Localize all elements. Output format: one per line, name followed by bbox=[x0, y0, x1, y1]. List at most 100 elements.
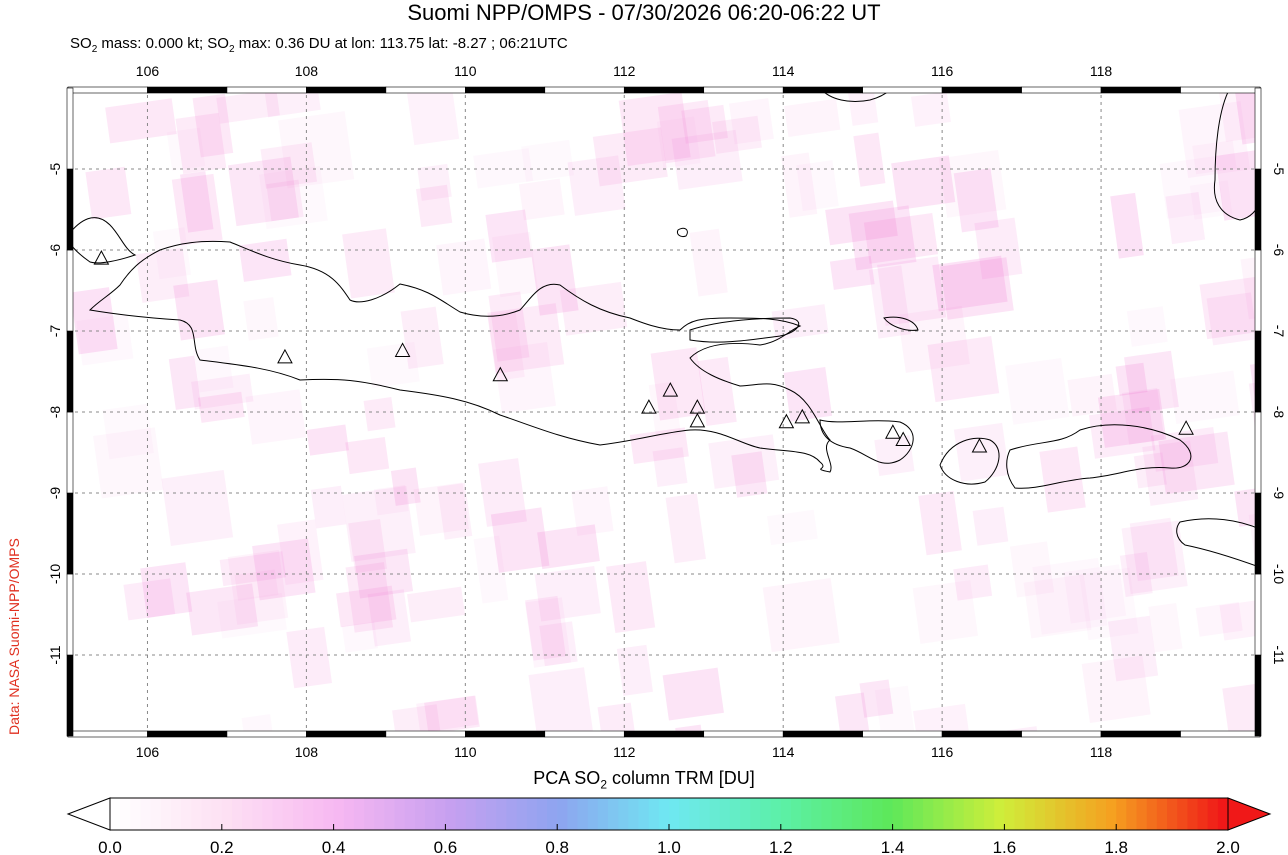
colorbar-segment bbox=[679, 798, 690, 830]
colorbar-segment bbox=[638, 798, 650, 830]
colorbar-segment bbox=[1034, 798, 1046, 830]
colorbar-segment bbox=[1004, 798, 1016, 830]
colorbar-label: PCA SO2 column TRM [DU] bbox=[533, 768, 755, 792]
so2-pixel bbox=[286, 626, 333, 689]
colorbar-segment bbox=[455, 798, 467, 830]
frame-bar-top bbox=[226, 86, 307, 94]
colorbar-segment bbox=[547, 798, 558, 830]
so2-pixel bbox=[974, 217, 1023, 280]
lombok-coastline bbox=[939, 437, 1000, 485]
colorbar-segment bbox=[1167, 798, 1178, 830]
so2-pixel bbox=[1005, 358, 1070, 425]
so2-pixel bbox=[912, 580, 979, 644]
so2-pixel bbox=[277, 519, 324, 586]
frame-bar-right bbox=[1254, 492, 1262, 575]
colorbar-segment bbox=[160, 798, 172, 830]
so2-pixel bbox=[490, 507, 550, 573]
so2-pixel bbox=[1081, 655, 1151, 723]
so2-pixel bbox=[1199, 275, 1260, 340]
frame-bar-top bbox=[544, 86, 625, 94]
frame-bar-top bbox=[306, 86, 387, 94]
colorbar-segment bbox=[292, 798, 304, 830]
so2-pixel bbox=[657, 100, 716, 164]
so2-pixel bbox=[473, 535, 509, 604]
lat-tick-label-right: -10 bbox=[1271, 564, 1287, 584]
so2-pixel bbox=[243, 297, 279, 341]
colorbar-segment bbox=[719, 798, 731, 830]
so2-pixel bbox=[1206, 292, 1258, 346]
colorbar-segment bbox=[1065, 798, 1077, 830]
sumatra-coastline bbox=[68, 217, 137, 264]
colorbar-segment bbox=[790, 798, 802, 830]
colorbar-segment bbox=[1116, 798, 1127, 830]
lon-tick-label-bottom: 106 bbox=[136, 744, 160, 760]
lat-tick-label-right: -9 bbox=[1271, 487, 1287, 500]
so2-pixel bbox=[848, 89, 879, 126]
so2-pixel bbox=[1088, 406, 1156, 459]
so2-pixel bbox=[771, 304, 829, 341]
triangle-icon bbox=[277, 348, 293, 364]
lon-tick-label-bottom: 116 bbox=[931, 744, 954, 760]
colorbar-segment bbox=[384, 798, 396, 830]
so2-pixel bbox=[681, 104, 728, 144]
colorbar-segment bbox=[770, 798, 782, 830]
triangle-icon bbox=[662, 382, 679, 397]
lon-tick-label-bottom: 118 bbox=[1090, 744, 1113, 760]
triangle-icon bbox=[689, 412, 706, 428]
colorbar-segment bbox=[221, 798, 233, 830]
so2-pixel bbox=[1107, 615, 1159, 682]
bali-coastline bbox=[819, 419, 914, 464]
frame-bar-left bbox=[66, 573, 74, 656]
colorbar-segment bbox=[333, 798, 345, 830]
so2-pixel bbox=[877, 256, 947, 326]
frame-bar-top bbox=[703, 86, 784, 94]
frame-bar-left bbox=[66, 330, 74, 413]
colorbar-tick-label: 0.6 bbox=[434, 838, 458, 855]
so2-pixel bbox=[1067, 373, 1117, 417]
colorbar-segment bbox=[1146, 798, 1158, 830]
so2-pixel bbox=[348, 518, 387, 574]
so2-pixel bbox=[1165, 192, 1206, 245]
so2-pixel bbox=[1110, 192, 1144, 259]
so2-pixel bbox=[784, 98, 841, 137]
colorbar-segment bbox=[211, 798, 223, 830]
so2-pixel bbox=[1215, 149, 1260, 221]
colorbar-segment bbox=[191, 798, 203, 830]
colorbar-segment bbox=[618, 798, 629, 830]
so2-pixel bbox=[390, 467, 421, 506]
lat-tick-label-right: -6 bbox=[1271, 244, 1287, 257]
so2-pixel bbox=[1148, 602, 1183, 653]
lon-tick-label-top: 110 bbox=[454, 63, 477, 79]
so2-pixel bbox=[400, 306, 444, 369]
so2-pixel bbox=[1023, 574, 1092, 639]
so2-pixel bbox=[367, 589, 412, 647]
colorbar-segment bbox=[841, 798, 853, 830]
so2-pixel bbox=[491, 231, 539, 298]
triangle-icon bbox=[641, 399, 657, 414]
lat-tick-label-right: -5 bbox=[1271, 163, 1287, 176]
colorbar-segment bbox=[404, 798, 416, 830]
lon-tick-label-bottom: 112 bbox=[613, 744, 636, 760]
colorbar-segment bbox=[760, 798, 772, 830]
so2-pixel bbox=[161, 470, 234, 547]
colorbar-segment bbox=[567, 798, 579, 830]
colorbar-segment bbox=[486, 798, 497, 830]
so2-pixel bbox=[537, 524, 600, 570]
sulawesi-coastline bbox=[1213, 88, 1260, 221]
colorbar-segment bbox=[669, 798, 680, 830]
colorbar-segment bbox=[425, 798, 436, 830]
so2-pixel bbox=[238, 238, 292, 282]
so2-pixel bbox=[618, 91, 691, 167]
colorbar-segment bbox=[963, 798, 975, 830]
so2-pixel bbox=[341, 621, 378, 653]
so2-pixel bbox=[1192, 140, 1237, 175]
graticule bbox=[68, 88, 1260, 736]
colorbar-segment bbox=[374, 798, 386, 830]
so2-pixel bbox=[260, 142, 318, 189]
colorbar-segment bbox=[577, 798, 589, 830]
so2-pixel bbox=[539, 621, 578, 667]
so2-pixel bbox=[534, 566, 601, 622]
volcano-markers bbox=[93, 250, 1194, 453]
colorbar-segment bbox=[1197, 798, 1209, 830]
so2-pixel bbox=[216, 89, 280, 124]
